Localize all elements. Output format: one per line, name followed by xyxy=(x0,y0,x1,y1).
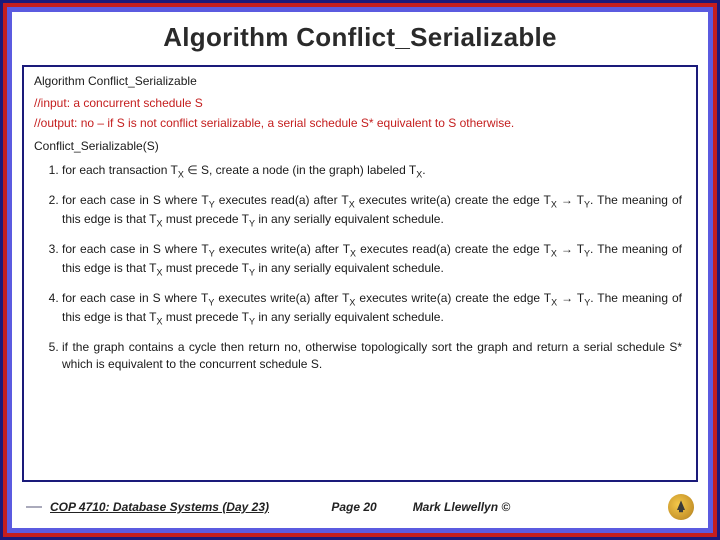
ucf-logo-icon xyxy=(668,494,694,520)
output-comment: //output: no – if S is not conflict seri… xyxy=(34,115,686,131)
function-declaration: Conflict_Serializable(S) xyxy=(34,138,686,154)
footer-text: COP 4710: Database Systems (Day 23) Page… xyxy=(50,500,658,514)
step-item: for each case in S where TY executes wri… xyxy=(62,241,686,278)
footer-course: COP 4710: Database Systems (Day 23) xyxy=(50,500,295,514)
algorithm-name: Algorithm Conflict_Serializable xyxy=(34,73,686,89)
footer-page: Page 20 xyxy=(331,500,376,514)
algorithm-box: Algorithm Conflict_Serializable //input:… xyxy=(22,65,698,482)
input-comment: //input: a concurrent schedule S xyxy=(34,95,686,111)
step-item: for each transaction TX ∈ S, create a no… xyxy=(62,162,686,181)
step-item: if the graph contains a cycle then retur… xyxy=(62,339,686,371)
slide-title: Algorithm Conflict_Serializable xyxy=(12,12,708,61)
step-item: for each case in S where TY executes rea… xyxy=(62,192,686,229)
step-item: for each case in S where TY executes wri… xyxy=(62,290,686,327)
blue-frame: Algorithm Conflict_Serializable Algorith… xyxy=(7,7,713,533)
red-frame: Algorithm Conflict_Serializable Algorith… xyxy=(3,3,717,537)
footer-author: Mark Llewellyn © xyxy=(413,500,658,514)
outer-frame: Algorithm Conflict_Serializable Algorith… xyxy=(0,0,720,540)
algorithm-steps: for each transaction TX ∈ S, create a no… xyxy=(34,162,686,372)
footer-line-icon xyxy=(26,506,42,508)
footer: COP 4710: Database Systems (Day 23) Page… xyxy=(12,488,708,528)
